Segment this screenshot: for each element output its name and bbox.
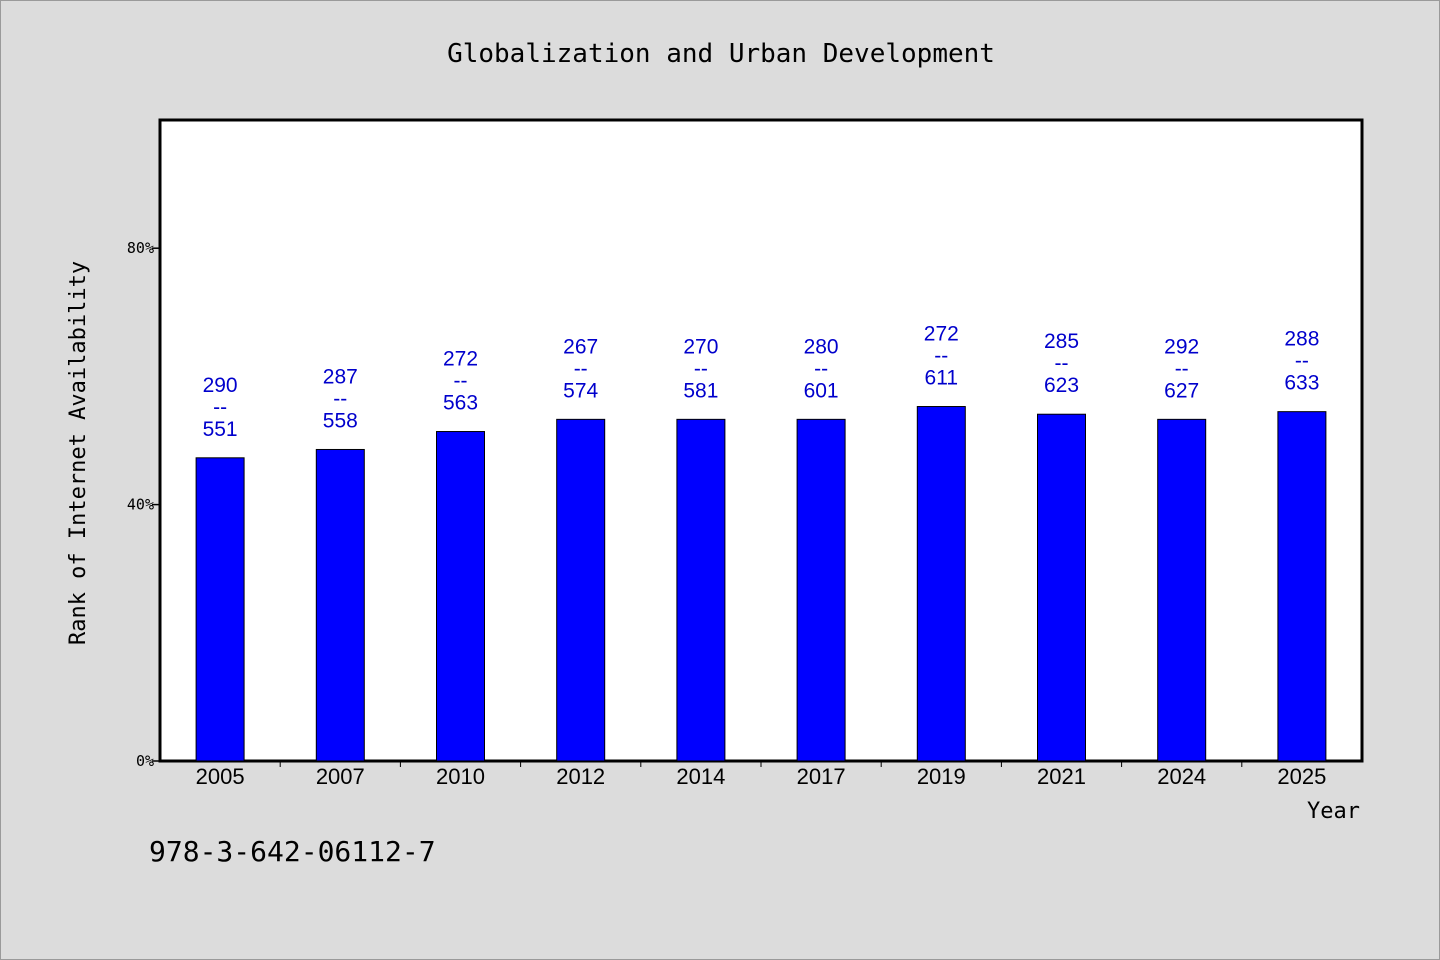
bar-data-label: 290 (203, 374, 238, 397)
x-tick-label-2005: 2005 (196, 764, 245, 789)
bar-data-label: 292 (1164, 335, 1199, 358)
bar-2007 (315, 448, 365, 762)
chart-title: Globalization and Urban Development (447, 39, 995, 69)
bar-data-label: 272 (443, 348, 478, 371)
bar-data-label: -- (814, 357, 828, 380)
bar-2025 (1277, 411, 1327, 762)
bar-data-label: -- (333, 387, 347, 410)
bar-data-label: -- (454, 370, 468, 393)
bar-data-label: 558 (323, 409, 358, 432)
y-axis: 0% 40% 80% (127, 239, 160, 770)
bar-data-label: 270 (683, 335, 718, 358)
bar-2005 (195, 457, 245, 762)
x-tick-label-2007: 2007 (316, 764, 365, 789)
bar-data-label: -- (694, 357, 708, 380)
bar-data-label: -- (1175, 357, 1189, 380)
bar-data-label: -- (1295, 350, 1309, 373)
bar-data-label: -- (574, 357, 588, 380)
bars-layer (195, 406, 1327, 762)
bar-data-label: 627 (1164, 379, 1199, 402)
bar-data-label: 601 (804, 379, 839, 402)
bar-data-label: 280 (804, 335, 839, 358)
bar-data-label: 551 (203, 418, 238, 441)
bar-2019 (916, 406, 966, 762)
bar-data-label: 287 (323, 365, 358, 388)
bar-data-label: -- (934, 345, 948, 368)
bar-data-label: 272 (924, 323, 959, 346)
bar-data-label: -- (1055, 352, 1069, 375)
bar-2024 (1157, 418, 1207, 762)
data-labels-layer: 290--551287--558272--563267--574270--581… (203, 323, 1320, 441)
bar-data-label: 623 (1044, 374, 1079, 397)
x-tick-label-2019: 2019 (917, 764, 966, 789)
bar-2017 (796, 418, 846, 762)
bar-data-label: 267 (563, 335, 598, 358)
bar-data-label: 611 (925, 367, 958, 390)
y-tick-label: 40% (127, 496, 154, 514)
bar-data-label: 285 (1044, 330, 1079, 353)
bar-data-label: 288 (1284, 328, 1319, 351)
x-tick-label-2024: 2024 (1157, 764, 1206, 789)
y-tick-label: 0% (136, 752, 154, 770)
y-tick-label: 80% (127, 239, 154, 257)
bar-2021 (1037, 413, 1086, 762)
x-tick-label-2021: 2021 (1037, 764, 1086, 789)
bar-2010 (436, 431, 485, 762)
x-tick-label-2017: 2017 (797, 764, 846, 789)
bar-data-label: 563 (443, 392, 478, 415)
x-axis: 2005 2007 2010 2012 2014 2017 2019 2021 2024 2025 (196, 761, 1326, 789)
x-tick-label-2010: 2010 (436, 764, 485, 789)
x-tick-label-2012: 2012 (556, 764, 605, 789)
bar-2014 (676, 418, 726, 762)
x-tick-label-2014: 2014 (676, 764, 725, 789)
x-axis-title: Year (1307, 799, 1360, 824)
bar-data-label: -- (213, 396, 227, 419)
bar-data-label: 574 (563, 379, 598, 402)
bar-data-label: 581 (683, 379, 718, 402)
bar-data-label: 633 (1284, 372, 1319, 395)
bar-2012 (556, 418, 606, 762)
x-tick-label-2025: 2025 (1277, 764, 1326, 789)
isbn-footnote: 978-3-642-06112-7 (149, 835, 436, 868)
y-axis-title: Rank of Internet Availability (66, 261, 91, 645)
